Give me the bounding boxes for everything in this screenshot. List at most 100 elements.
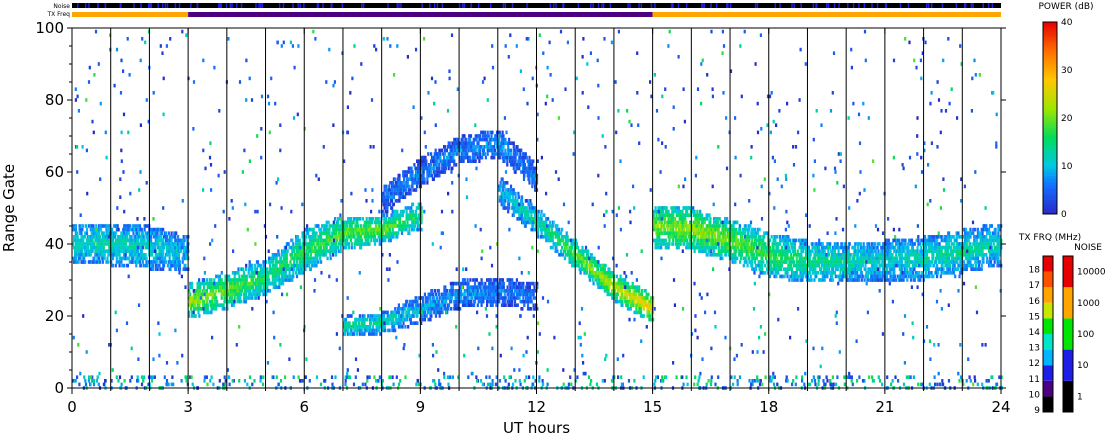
- echo-cell: [386, 209, 389, 214]
- echo-cell: [551, 224, 554, 228]
- echo-cell: [606, 292, 609, 297]
- echo-cell: [411, 303, 414, 307]
- echo-cell: [389, 220, 392, 225]
- echo-cell: [386, 227, 389, 232]
- echo-cell: [462, 303, 465, 307]
- echo-cell: [318, 235, 321, 239]
- echo-cell: [558, 253, 561, 257]
- echo-cell: [501, 148, 504, 153]
- echo-cell: [207, 310, 210, 315]
- echo-cell: [476, 289, 479, 293]
- echo-cell: [563, 256, 566, 261]
- echo-cell: [277, 260, 280, 264]
- echo-cell: [144, 253, 147, 257]
- echo-cell: [272, 274, 275, 279]
- echo-cell: [314, 253, 317, 257]
- echo-cell: [86, 253, 90, 257]
- echo-cell: [334, 231, 338, 235]
- echo-cell: [190, 314, 194, 318]
- echo-cell: [500, 195, 503, 199]
- echo-cell: [628, 292, 631, 297]
- echo-cell: [357, 238, 360, 243]
- echo-cell: [142, 242, 145, 246]
- echo-cell: [465, 148, 468, 153]
- echo-cell: [98, 253, 101, 257]
- echo-cell: [404, 191, 408, 196]
- echo-cell: [465, 303, 468, 307]
- echo-cell: [344, 242, 347, 246]
- echo-cell: [223, 296, 226, 300]
- echo-cell: [391, 199, 394, 203]
- echo-cell: [468, 134, 471, 138]
- echo-cell: [163, 263, 166, 268]
- echo-cell: [141, 256, 144, 261]
- echo-cell: [493, 281, 496, 286]
- echo-cell: [605, 289, 608, 293]
- echo-cell: [178, 242, 181, 246]
- echo-cell: [365, 217, 368, 221]
- echo-cell: [241, 281, 244, 286]
- echo-cell: [521, 307, 524, 311]
- echo-cell: [257, 271, 260, 275]
- echo-cell: [438, 314, 441, 318]
- echo-cell: [639, 307, 643, 311]
- echo-cell: [203, 281, 206, 286]
- echo-cell: [661, 242, 664, 246]
- echo-cell: [508, 137, 511, 142]
- echo-cell: [504, 148, 507, 153]
- echo-cell: [517, 148, 520, 153]
- echo-cell: [368, 332, 371, 336]
- echo-cell: [383, 224, 386, 228]
- echo-cell: [402, 314, 405, 318]
- echo-cell: [675, 238, 678, 243]
- echo-cell: [262, 278, 265, 282]
- echo-cell: [134, 249, 137, 253]
- echo-cell: [472, 141, 475, 145]
- echo-cell: [657, 224, 660, 228]
- echo-cell: [177, 242, 180, 246]
- echo-cell: [249, 281, 252, 286]
- echo-cell: [549, 235, 552, 239]
- echo-cell: [195, 307, 198, 311]
- echo-cell: [395, 213, 398, 217]
- echo-cell: [337, 242, 340, 246]
- echo-cell: [525, 206, 528, 210]
- echo-cell: [337, 217, 340, 221]
- echo-cell: [422, 159, 425, 163]
- echo-cell: [434, 303, 438, 307]
- echo-cell: [115, 245, 118, 250]
- echo-cell: [660, 209, 663, 214]
- echo-cell: [139, 238, 142, 243]
- echo-cell: [420, 159, 423, 163]
- echo-cell: [430, 170, 433, 174]
- echo-cell: [222, 303, 225, 307]
- echo-cell: [495, 134, 499, 138]
- echo-cell: [650, 296, 653, 300]
- echo-cell: [499, 281, 502, 286]
- echo-cell: [162, 227, 165, 232]
- echo-cell: [145, 231, 148, 235]
- echo-cell: [73, 235, 77, 239]
- echo-cell: [295, 267, 299, 271]
- echo-cell: [293, 267, 296, 271]
- echo-cell: [534, 220, 537, 225]
- echo-cell: [280, 256, 283, 261]
- echo-cell: [275, 274, 278, 279]
- echo-cell: [335, 235, 338, 239]
- echo-cell: [315, 242, 318, 246]
- echo-cell: [463, 145, 466, 149]
- echo-cell: [346, 220, 349, 225]
- echo-cell: [259, 271, 262, 275]
- echo-cell: [89, 253, 92, 257]
- echo-cell: [387, 220, 391, 225]
- echo-cell: [635, 307, 638, 311]
- echo-cell: [344, 231, 347, 235]
- echo-cell: [706, 217, 709, 221]
- echo-cell: [233, 274, 236, 279]
- echo-cell: [479, 292, 482, 297]
- echo-cell: [425, 296, 428, 300]
- echo-cell: [532, 296, 535, 300]
- echo-cell: [474, 134, 477, 138]
- echo-cell: [405, 170, 408, 174]
- echo-cell: [504, 206, 507, 210]
